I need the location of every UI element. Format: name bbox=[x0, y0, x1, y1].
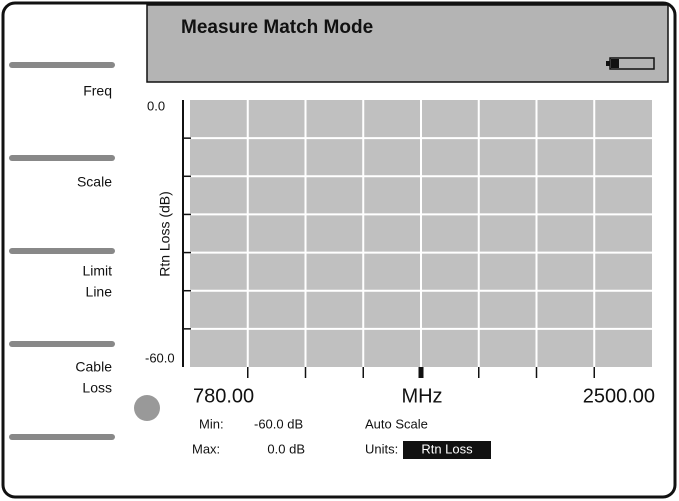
indicator-dot bbox=[134, 395, 160, 421]
softkey-bar bbox=[9, 62, 115, 68]
scale-mode: Auto Scale bbox=[365, 416, 428, 431]
softkey-bar bbox=[9, 434, 115, 440]
softkey-label: Line bbox=[86, 284, 113, 300]
units-box bbox=[403, 441, 491, 459]
max-label: Max: bbox=[192, 441, 220, 456]
min-label: Min: bbox=[199, 416, 224, 431]
battery-icon bbox=[606, 57, 655, 70]
softkey-label: Freq bbox=[83, 83, 112, 99]
softkey-label: Limit bbox=[82, 263, 112, 279]
units-label: Units: bbox=[365, 441, 398, 456]
header-bar bbox=[146, 4, 669, 83]
x-start-label: 780.00 bbox=[193, 385, 254, 407]
min-value: -60.0 dB bbox=[254, 416, 303, 431]
softkey-label: Cable bbox=[75, 359, 112, 375]
y-top-label: 0.0 bbox=[147, 98, 165, 113]
units-value: Rtn Loss bbox=[421, 441, 473, 456]
y-axis-title: Rtn Loss (dB) bbox=[157, 191, 173, 277]
y-bottom-label: -60.0 bbox=[145, 350, 175, 365]
softkey-bar bbox=[9, 155, 115, 161]
softkey-label: Scale bbox=[77, 174, 112, 190]
max-value: 0.0 dB bbox=[267, 441, 305, 456]
softkey-bar bbox=[9, 341, 115, 347]
title: Measure Match Mode bbox=[181, 17, 373, 38]
softkey-label: Loss bbox=[82, 380, 112, 396]
softkey-bar bbox=[9, 248, 115, 254]
x-stop-label: 2500.00 bbox=[583, 385, 655, 407]
x-unit-label: MHz bbox=[401, 385, 442, 407]
